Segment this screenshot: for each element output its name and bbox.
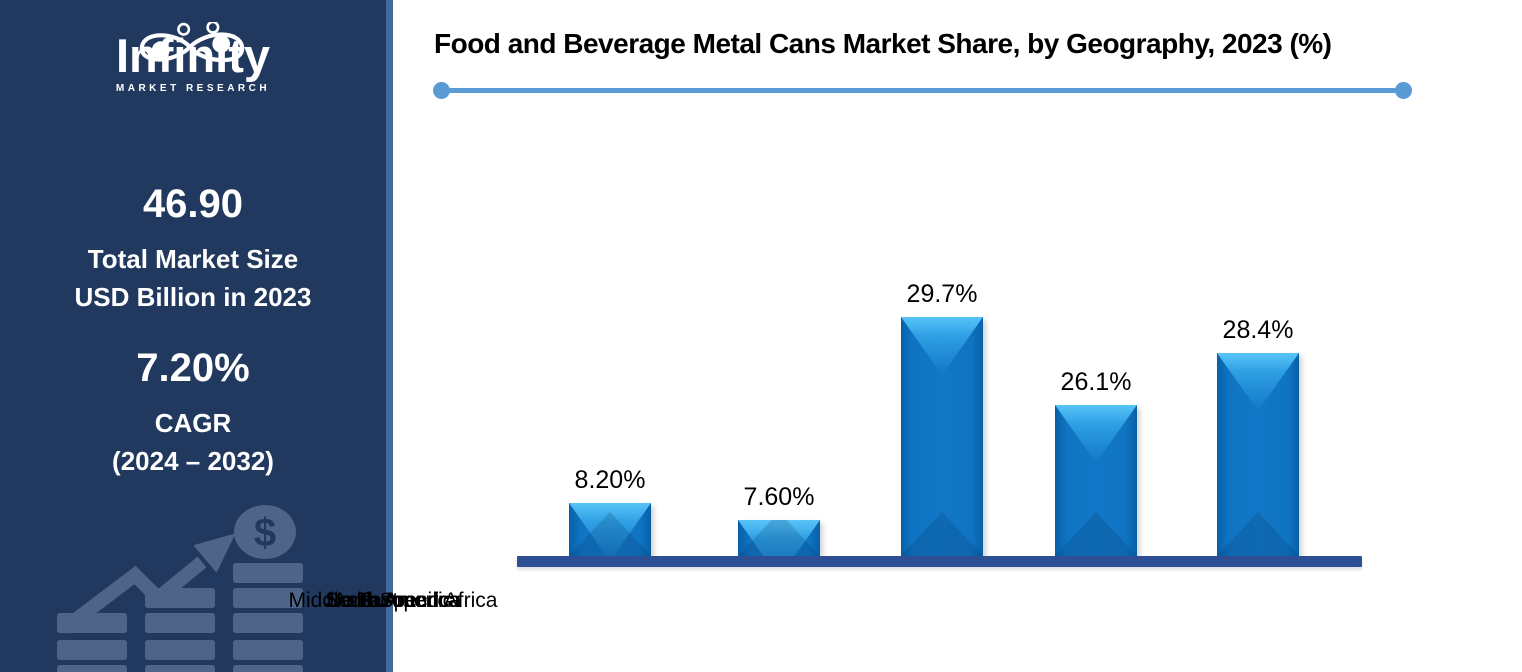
bar-top-bevel	[1055, 405, 1137, 463]
bar-group-middle-east-africa: 26.1%	[1055, 368, 1137, 556]
brand-subtitle: MARKET RESEARCH	[115, 82, 271, 94]
divider-right-dot	[1395, 82, 1412, 99]
category-label-europe: Europe	[359, 589, 427, 612]
infinity-icon	[139, 22, 245, 63]
dollar-coin-icon	[234, 505, 296, 559]
dollar-sign: $	[254, 511, 276, 555]
category-label-middle-east-africa: Middle East and Africa	[288, 589, 498, 612]
cagr-period: (2024 – 2032)	[112, 446, 274, 476]
brand-logo: Infinity MARKET RESEARCH	[63, 22, 323, 114]
bar-top-bevel	[1217, 353, 1299, 411]
brand-name: Infinity	[115, 29, 271, 82]
title-divider-line	[433, 82, 1412, 99]
bar-bottom-bevel	[1217, 512, 1299, 556]
bar-europe	[738, 520, 820, 556]
growth-arrow-icon	[60, 556, 207, 634]
bar-value-label: 8.20%	[574, 466, 646, 494]
bar-bottom-bevel	[1055, 512, 1137, 556]
market-size-label-line1: Total Market Size	[87, 244, 299, 274]
arrow-head-icon	[193, 533, 236, 573]
x-axis-baseline	[517, 556, 1362, 567]
cagr-value: 7.20%	[136, 346, 250, 390]
bar-group-asia-specific: 29.7%	[901, 280, 983, 556]
market-size-label-line2: USD Billion in 2023	[74, 282, 312, 312]
bar-group-north-america: 8.20%	[569, 466, 651, 556]
growth-bars-arrow-dollar-icon: $	[57, 505, 303, 672]
bar-group-south-america: 28.4%	[1217, 316, 1299, 556]
chart-panel: Food and Beverage Metal Cans Market Shar…	[289, 0, 1522, 672]
cagr-stat: 7.20% CAGR (2024 – 2032)	[0, 344, 386, 480]
chart-title: Food and Beverage Metal Cans Market Shar…	[434, 28, 1332, 59]
sidebar: Infinity MARKET RESEARCH 46.90 Total Mar…	[0, 0, 393, 672]
bar-south-america	[1217, 353, 1299, 556]
bar-bottom-bevel	[901, 512, 983, 556]
bar-middle-east-africa	[1055, 405, 1137, 556]
bar-chart: 8.20% 7.60% 29.7%	[289, 0, 1522, 672]
market-size-value: 46.90	[142, 182, 244, 226]
bar-value-label: 29.7%	[906, 280, 978, 308]
bar-value-label: 28.4%	[1222, 316, 1294, 344]
category-label-asia-specific: Asia Specific	[332, 589, 454, 612]
bar-asia-specific	[901, 317, 983, 556]
bar-group-europe: 7.60%	[738, 483, 820, 556]
bar-top-bevel	[901, 317, 983, 375]
cagr-label: CAGR	[154, 408, 232, 438]
category-label-south-america: South America	[324, 589, 462, 612]
bar-north-america	[569, 503, 651, 556]
bar-value-label: 7.60%	[743, 483, 815, 511]
bar-value-label: 26.1%	[1060, 368, 1132, 396]
divider-left-dot	[433, 82, 450, 99]
market-size-stat: 46.90 Total Market Size USD Billion in 2…	[0, 180, 386, 316]
category-label-north-america: North America	[326, 589, 460, 612]
